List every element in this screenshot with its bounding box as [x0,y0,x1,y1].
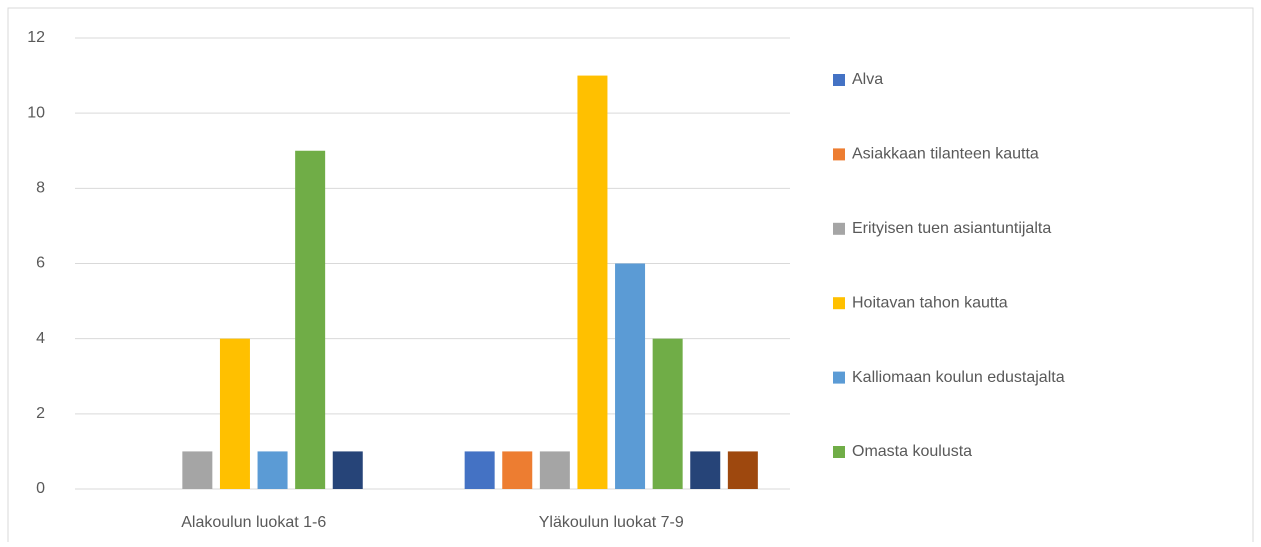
bar [295,150,326,489]
legend-label: Erityisen tuen asiantuntijalta [852,220,1051,237]
x-tick-label: Alakoulun luokat 1-6 [181,514,326,531]
x-tick-label: Yläkoulun luokat 7-9 [539,514,684,531]
bar [690,451,721,489]
legend-swatch [833,297,845,310]
y-tick-label: 4 [36,330,45,347]
legend-label: Asiakkaan tilanteen kautta [852,146,1039,163]
bar [332,451,363,489]
bar [577,75,608,489]
legend-swatch [833,371,845,384]
bar [539,451,570,489]
bar [219,338,250,489]
legend-label: Hoitavan tahon kautta [852,294,1008,311]
bar [464,451,495,489]
bar [652,338,683,489]
legend-label: Alva [852,71,883,88]
bar [615,263,646,489]
legend-swatch [833,74,845,86]
legend-swatch [833,446,845,458]
legend-swatch [833,222,845,235]
bar [257,451,288,489]
legend-swatch [833,148,845,161]
chart-border [7,7,1254,542]
bar [727,451,758,489]
bar [502,451,533,489]
legend-label: Kalliomaan koulun edustajalta [852,369,1065,386]
y-tick-label: 0 [36,480,45,497]
y-tick-label: 8 [36,180,45,197]
y-tick-label: 2 [36,405,45,422]
bar [182,451,213,489]
legend-label: Omasta koulusta [852,443,972,460]
y-tick-label: 10 [27,104,45,121]
y-tick-label: 6 [36,255,45,272]
y-tick-label: 12 [27,29,45,46]
